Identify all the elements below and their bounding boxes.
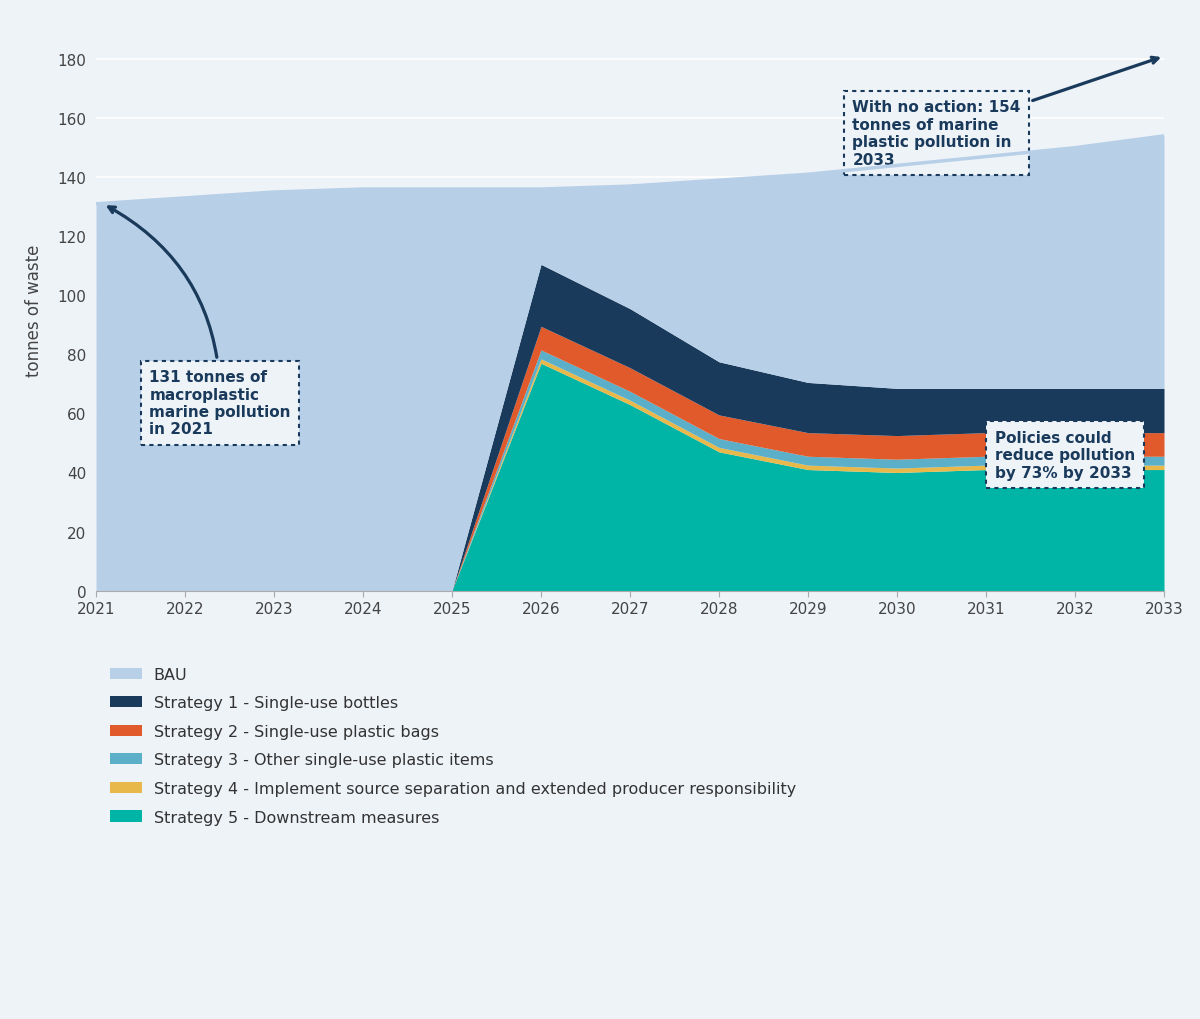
Text: Policies could
reduce pollution
by 73% by 2033: Policies could reduce pollution by 73% b… <box>995 430 1135 480</box>
Y-axis label: tonnes of waste: tonnes of waste <box>25 245 43 377</box>
Legend: BAU, Strategy 1 - Single-use bottles, Strategy 2 - Single-use plastic bags, Stra: BAU, Strategy 1 - Single-use bottles, St… <box>104 660 802 832</box>
Text: 131 tonnes of
macroplastic
marine pollution
in 2021: 131 tonnes of macroplastic marine pollut… <box>109 208 290 437</box>
Text: With no action: 154
tonnes of marine
plastic pollution in
2033: With no action: 154 tonnes of marine pla… <box>852 58 1158 167</box>
